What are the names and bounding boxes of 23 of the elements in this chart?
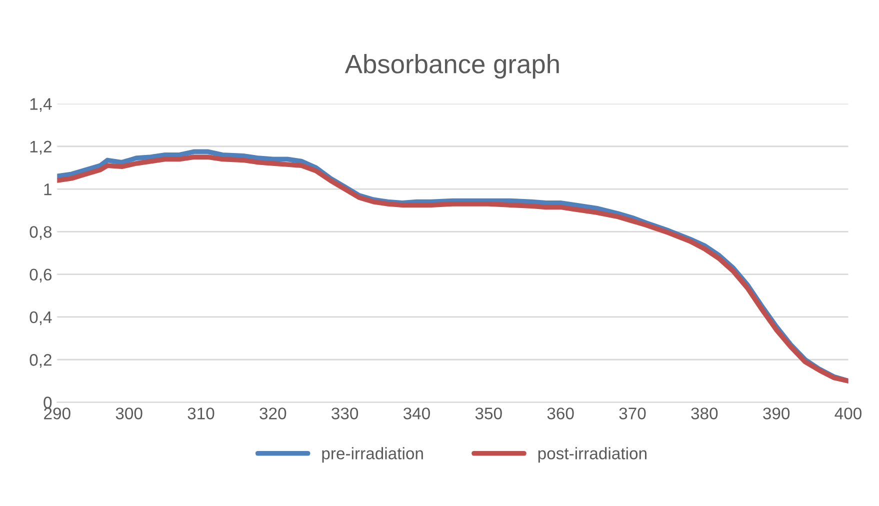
x-tick-label: 320: [260, 408, 286, 420]
chart-title: Absorbance graph: [344, 54, 559, 79]
y-tick-label: 0,8: [30, 226, 52, 240]
x-tick-label: 360: [547, 408, 574, 420]
y-tick-label: 0,2: [30, 354, 52, 368]
x-tick-label: 310: [188, 408, 214, 420]
x-tick-label: 330: [332, 408, 358, 420]
x-tick-label: 300: [116, 408, 142, 420]
y-tick-label: 1,2: [30, 140, 52, 155]
y-tick-label: 0,6: [30, 268, 52, 282]
y-tick-label: 1: [44, 184, 52, 196]
y-tick-label: 0: [44, 396, 52, 408]
x-tick-label: 390: [763, 408, 790, 420]
x-tick-label: 380: [691, 408, 718, 420]
y-tick-label: 0,4: [30, 311, 52, 326]
x-tick-label: 370: [619, 408, 646, 420]
legend-label: post-irradiation: [538, 447, 646, 463]
y-tick-label: 1,4: [30, 98, 52, 112]
x-tick-label: 340: [403, 408, 430, 420]
x-tick-label: 400: [834, 408, 862, 420]
x-tick-label: 350: [475, 408, 502, 420]
x-tick-label: 290: [44, 408, 70, 420]
legend-label: pre-irradiation: [322, 447, 423, 463]
